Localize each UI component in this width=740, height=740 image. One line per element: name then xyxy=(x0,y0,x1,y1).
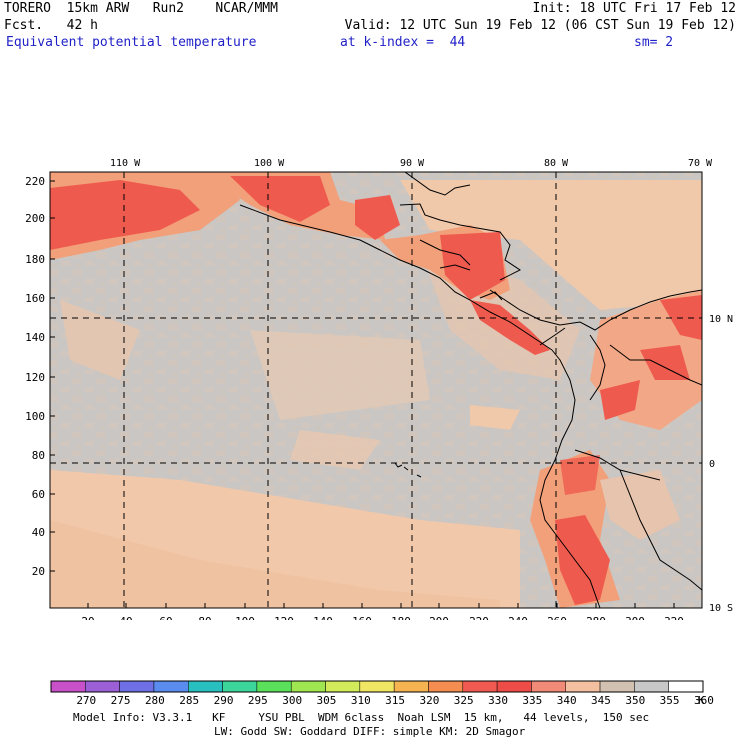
map-plot: 110 W 100 W 90 W 80 W 70 W 10 N 0 10 S 2… xyxy=(25,158,733,620)
colorbar-label: 290 xyxy=(213,694,234,707)
model-title: TORERO 15km ARW Run2 NCAR/MMM xyxy=(4,1,278,16)
lat-label-10s: 10 S xyxy=(709,603,733,614)
y-tick-label: 100 xyxy=(25,410,45,423)
colorbar-label: 315 xyxy=(385,694,406,707)
x-tick-label: 60 xyxy=(159,615,172,620)
lat-lon-grid xyxy=(50,172,702,608)
colorbar-unit: K xyxy=(698,694,705,707)
colorbar-swatch xyxy=(668,680,704,693)
colorbar-swatch xyxy=(359,680,395,693)
colorbar-label: 280 xyxy=(144,694,165,707)
level-info: at k-index = 44 xyxy=(340,35,466,50)
lon-label-110w: 110 W xyxy=(110,158,141,169)
y-tick-label: 180 xyxy=(25,253,45,266)
colorbar-label: 300 xyxy=(282,694,303,707)
y-tick-label: 200 xyxy=(25,212,45,225)
lat-label-10n: 10 N xyxy=(709,314,733,325)
colorbar-label: 275 xyxy=(110,694,131,707)
colorbar-swatch xyxy=(325,680,361,693)
colorbar-label: 295 xyxy=(247,694,268,707)
physics-info: LW: Godd SW: Goddard DIFF: simple KM: 2D… xyxy=(214,725,526,738)
colorbar-swatch xyxy=(50,680,86,693)
y-tick-label: 120 xyxy=(25,371,45,384)
x-tick-label: 160 xyxy=(352,615,372,620)
colorbar-label: 345 xyxy=(591,694,611,707)
colorbar-label: 320 xyxy=(419,694,440,707)
colorbar-swatch xyxy=(531,680,566,693)
smoothing-info: sm= 2 xyxy=(634,35,674,50)
colorbar-swatch xyxy=(599,680,635,693)
y-tick-label: 80 xyxy=(32,449,45,462)
axis-ticks xyxy=(50,180,675,608)
colorbar-label: 270 xyxy=(76,694,97,707)
colorbar-label: 335 xyxy=(522,694,543,707)
x-tick-label: 300 xyxy=(625,615,645,620)
x-tick-label: 20 xyxy=(81,615,94,620)
valid-time: Valid: 12 UTC Sun 19 Feb 12 (06 CST Sun … xyxy=(344,18,736,33)
lat-label-0: 0 xyxy=(709,459,715,470)
map-frame xyxy=(49,171,703,609)
x-tick-label: 240 xyxy=(508,615,528,620)
field-name: Equivalent potential temperature xyxy=(6,35,257,50)
x-tick-label: 100 xyxy=(235,615,255,620)
x-tick-label: 280 xyxy=(586,615,606,620)
colorbar-swatch xyxy=(565,680,601,693)
colorbar-label: 325 xyxy=(453,694,474,707)
colorbar-swatch xyxy=(256,680,292,693)
colorbar-label: 355 xyxy=(659,694,680,707)
colorbar-label: 310 xyxy=(350,694,371,707)
y-tick-label: 160 xyxy=(25,292,45,305)
colorbar-label: 330 xyxy=(488,694,508,707)
y-tick-label: 220 xyxy=(25,175,45,188)
colorbar-swatch xyxy=(496,680,532,693)
colorbar-swatches xyxy=(50,680,704,693)
colorbar-swatch xyxy=(85,680,120,693)
lon-label-90w: 90 W xyxy=(400,158,425,169)
x-tick-label: 200 xyxy=(429,615,449,620)
forecast-hour: Fcst. 42 h xyxy=(4,18,98,33)
init-time: Init: 18 UTC Fri 17 Feb 12 xyxy=(532,1,737,16)
x-tick-label: 220 xyxy=(469,615,489,620)
coastlines xyxy=(239,172,702,608)
colorbar-label: 360 xyxy=(694,694,714,707)
colorbar-swatch xyxy=(188,680,223,693)
colorbar-swatch xyxy=(119,680,155,693)
x-tick-label: 80 xyxy=(198,615,211,620)
colorbar-swatch xyxy=(634,680,669,693)
colorbar-label: 285 xyxy=(179,694,200,707)
x-tick-label: 260 xyxy=(547,615,567,620)
x-tick-label: 320 xyxy=(664,615,684,620)
colorbar-swatch xyxy=(222,680,258,693)
colorbar-swatch xyxy=(462,680,498,693)
colorbar-label: 340 xyxy=(556,694,577,707)
lon-label-100w: 100 W xyxy=(254,158,285,169)
y-tick-label: 40 xyxy=(32,526,45,539)
lon-label-80w: 80 W xyxy=(544,158,569,169)
equivalent-potential-temperature-field xyxy=(50,172,702,608)
x-tick-label: 40 xyxy=(119,615,132,620)
lon-label-70w: 70 W xyxy=(688,158,713,169)
colorbar-swatch xyxy=(428,680,464,693)
colorbar-label: 350 xyxy=(625,694,646,707)
colorbar-swatch xyxy=(290,680,326,693)
model-info: Model Info: V3.3.1 KF YSU PBL WDM 6class… xyxy=(73,711,650,724)
colorbar-swatch xyxy=(393,680,429,693)
colorbar-swatch xyxy=(153,680,189,693)
x-tick-label: 180 xyxy=(391,615,411,620)
colorbar-label: 305 xyxy=(316,694,337,707)
x-tick-label: 140 xyxy=(313,615,333,620)
x-tick-label: 120 xyxy=(274,615,294,620)
colorbar xyxy=(50,680,704,693)
y-tick-label: 20 xyxy=(32,565,45,578)
y-tick-label: 60 xyxy=(32,488,45,501)
y-tick-label: 140 xyxy=(25,331,45,344)
